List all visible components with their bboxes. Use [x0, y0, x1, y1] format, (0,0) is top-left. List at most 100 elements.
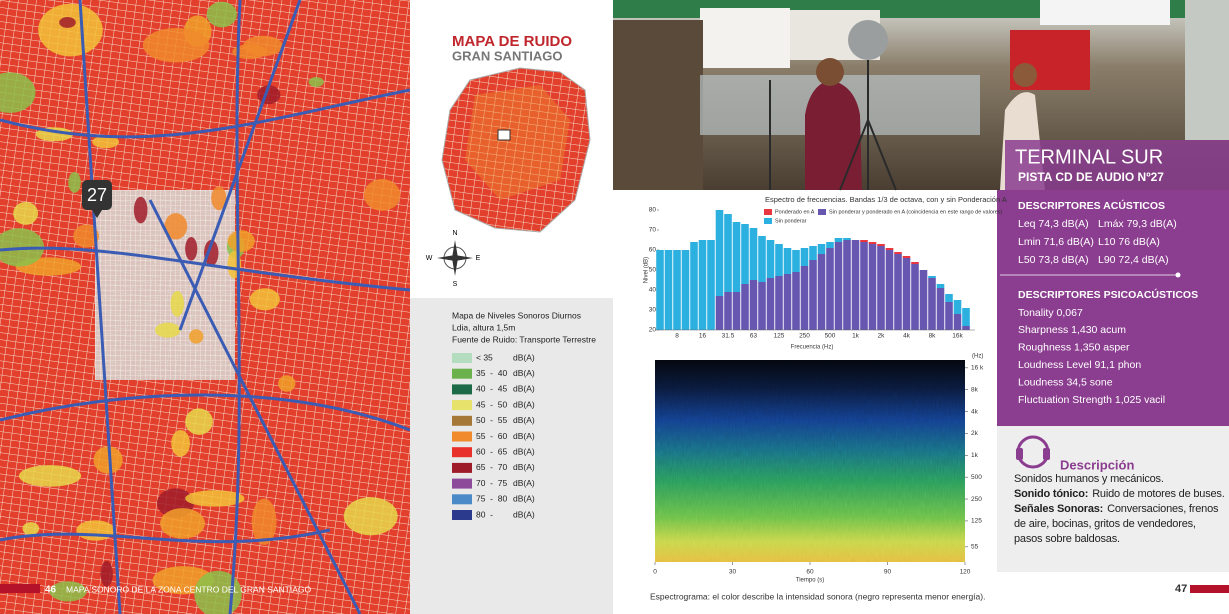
- legend-label: 40 - 45: [476, 384, 507, 394]
- map-patch: [154, 322, 181, 338]
- map-roads: [0, 0, 411, 614]
- spectrogram: Tiempo (s) (Hz) Espectrograma: el color …: [650, 354, 985, 602]
- map-patch: [92, 135, 120, 149]
- bar-overlap: [783, 274, 792, 330]
- y-tick-label: 60: [649, 247, 657, 254]
- map-patch: [189, 329, 204, 344]
- noise-map: 27 46 MAPA SONORO DE LA ZONA CENTRO DEL …: [0, 0, 411, 614]
- x-tick-label: 2k: [878, 333, 886, 340]
- y-unit: (Hz): [972, 354, 983, 360]
- bar-overlap: [800, 266, 809, 330]
- legend-unit: dB(A): [513, 384, 535, 394]
- legend-swatch: [452, 368, 472, 379]
- legend-label: Sin ponderar: [775, 218, 807, 224]
- bar-overlap: [826, 248, 834, 330]
- psycho-item: Loudness Level 91,1 phon: [1018, 359, 1141, 371]
- bar-excess: [758, 236, 766, 282]
- description-panel: [997, 426, 1229, 572]
- bar-excess: [860, 240, 868, 242]
- x-tick-label: 60: [806, 569, 814, 576]
- bar-overlap: [860, 242, 868, 330]
- photo-person: [805, 80, 862, 190]
- legend-label: 70 - 75: [476, 478, 507, 488]
- legend-label: 50 - 55: [476, 415, 507, 425]
- bar-excess: [775, 244, 783, 276]
- bar-excess: [749, 228, 758, 280]
- icon-ear: [1016, 448, 1023, 460]
- y-tick-label: 500: [971, 474, 982, 481]
- bar-excess: [783, 248, 792, 274]
- psycho-heading: DESCRIPTORES PSICOACÚSTICOS: [1018, 288, 1198, 301]
- bar-overlap: [894, 254, 902, 330]
- bar-overlap: [834, 242, 843, 330]
- legend-swatch: [452, 462, 472, 473]
- bar-excess: [792, 250, 800, 272]
- bar-overlap: [953, 314, 962, 330]
- description-paragraph: Señales Sonoras: Conversaciones, frenos d…: [1014, 502, 1226, 547]
- y-tick-label: 80: [649, 207, 657, 214]
- map-patch: [308, 76, 324, 87]
- map-patch: [185, 236, 198, 261]
- acoustic-item: L10 76 dB(A): [1098, 236, 1160, 248]
- map-patch: [185, 408, 213, 435]
- map-patch: [164, 213, 188, 240]
- y-tick-label: 1k: [971, 452, 979, 459]
- legend-unit: dB(A): [513, 509, 535, 519]
- bar-overlap: [885, 250, 894, 330]
- legend-swatch: [764, 209, 772, 215]
- map-patch: [160, 508, 205, 539]
- track-label: PISTA CD DE AUDIO Nº27: [1018, 170, 1164, 184]
- bar-excess: [843, 238, 851, 240]
- y-tick-label: 40: [649, 287, 657, 294]
- legend-unit: dB(A): [513, 494, 535, 504]
- page-number: 47: [1175, 583, 1187, 595]
- bar-excess: [962, 308, 970, 326]
- legend-label: 65 - 70: [476, 462, 507, 472]
- legend-label: Sin ponderar y ponderado en A (coinciden…: [829, 209, 1003, 215]
- map-patch: [22, 522, 40, 536]
- bar-overlap: [809, 260, 817, 330]
- x-axis-label: Tiempo (s): [796, 578, 824, 584]
- map-patch: [100, 560, 113, 587]
- bar-overlap: [911, 264, 919, 330]
- map-patch: [68, 172, 81, 193]
- legend-label: 75 - 80: [476, 494, 507, 504]
- x-tick-label: 500: [825, 333, 836, 340]
- bar-excess: [809, 246, 817, 260]
- map-patch: [38, 3, 103, 57]
- x-tick-label: 120: [960, 569, 971, 576]
- x-axis-label: Frecuencia (Hz): [791, 345, 834, 351]
- inset-marker: [497, 129, 511, 141]
- bar-overlap: [877, 246, 885, 330]
- map-patch: [363, 179, 401, 211]
- legend-swatch: [764, 218, 772, 224]
- y-tick-label: 250: [971, 496, 982, 503]
- x-tick-label: 90: [884, 569, 892, 576]
- bar: [656, 250, 664, 330]
- x-tick-label: 4k: [903, 333, 911, 340]
- legend-swatch: [452, 415, 472, 426]
- bar-overlap: [792, 272, 800, 330]
- bar-overlap: [715, 296, 724, 330]
- map-patch: [93, 446, 123, 474]
- bar-overlap: [741, 284, 749, 330]
- map-patch: [278, 375, 296, 392]
- y-tick-label: 16 k: [971, 365, 984, 372]
- description-body: Ruido de motores de buses.: [1092, 488, 1225, 500]
- marker-label: 27: [87, 185, 107, 205]
- legend-unit: dB(A): [513, 399, 535, 409]
- map-patch: [133, 196, 148, 224]
- map-patch: [227, 230, 255, 252]
- psycho-item: Tonality 0,067: [1018, 307, 1083, 319]
- y-tick-label: 55: [971, 544, 979, 551]
- bar-excess: [724, 214, 732, 292]
- bar-excess: [894, 252, 902, 254]
- bar-excess: [715, 210, 724, 296]
- legend-unit: dB(A): [513, 478, 535, 488]
- y-axis-label: Nivel (dB): [644, 257, 650, 283]
- photo-person-head: [1013, 63, 1037, 87]
- x-tick-label: 8k: [929, 333, 937, 340]
- psycho-item: Sharpness 1,430 acum: [1018, 324, 1126, 336]
- description-heading: Descripción: [1060, 457, 1134, 472]
